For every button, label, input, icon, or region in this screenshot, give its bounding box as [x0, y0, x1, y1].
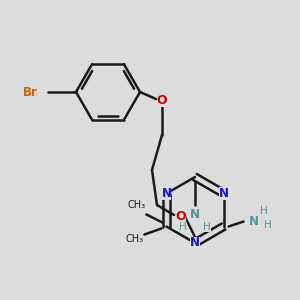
Text: N: N: [190, 208, 200, 221]
Text: H: H: [260, 206, 268, 217]
Text: O: O: [176, 211, 186, 224]
Text: N: N: [161, 187, 171, 200]
Text: N: N: [249, 215, 259, 228]
Text: CH₃: CH₃: [125, 235, 143, 244]
Text: H: H: [203, 222, 211, 232]
Text: H: H: [179, 222, 187, 232]
Text: N: N: [219, 187, 229, 200]
Text: N: N: [190, 236, 200, 250]
Text: O: O: [157, 94, 167, 106]
Text: H: H: [264, 220, 272, 230]
Text: CH₃: CH₃: [128, 200, 146, 211]
Text: Br: Br: [22, 85, 38, 98]
